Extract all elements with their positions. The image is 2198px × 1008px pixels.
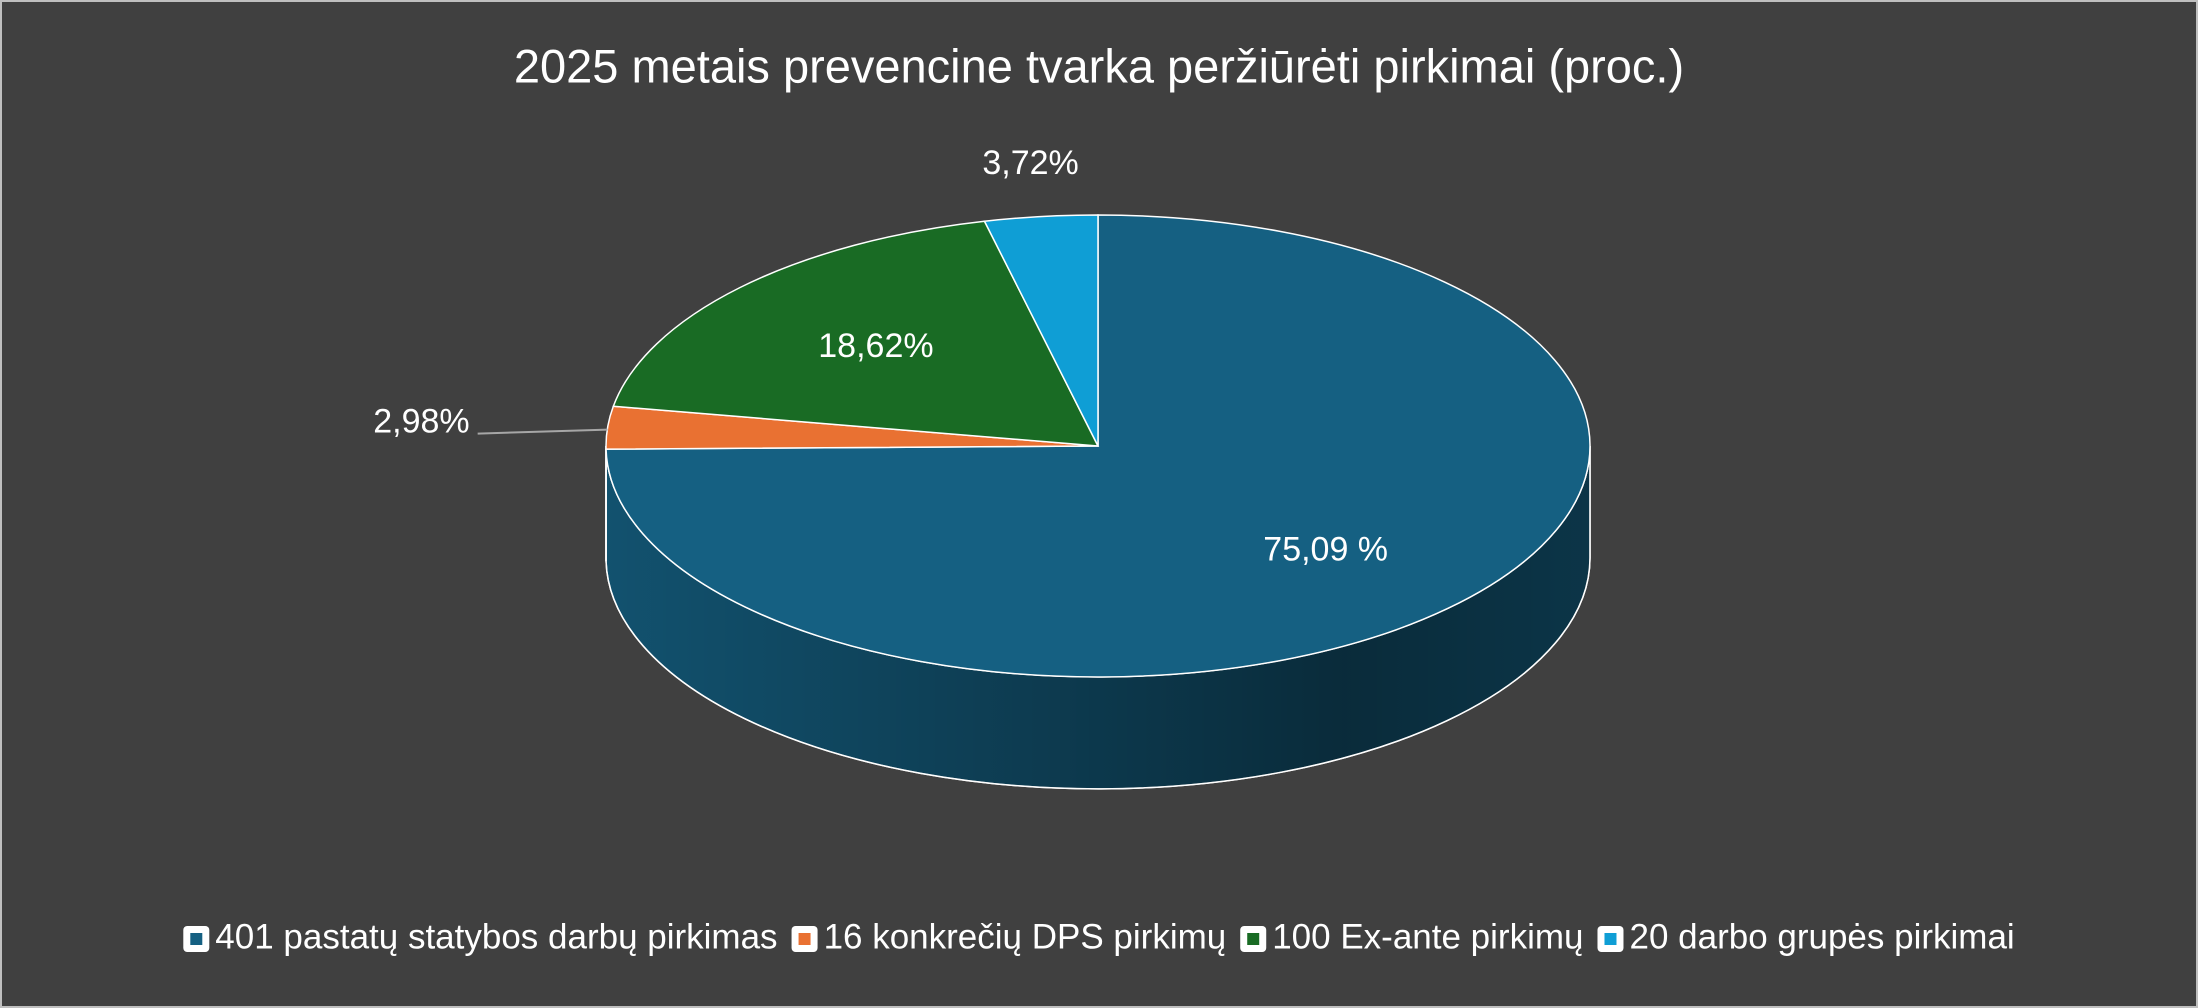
legend: 401 pastatų statybos darbų pirkimas 16 ko… xyxy=(183,917,2015,956)
legend-label: 16 konkrečių DPS pirkimų xyxy=(824,917,1227,956)
slice xyxy=(612,220,1100,447)
legend-swatch xyxy=(190,933,203,945)
legend-item: 20 darbo grupės pirkimai xyxy=(1597,917,2015,956)
data-label: 75,09 % xyxy=(1263,530,1388,568)
data-label: 18,62% xyxy=(818,327,933,365)
leader-line xyxy=(477,428,608,435)
data-label: 2,98% xyxy=(373,403,469,441)
legend-item: 401 pastatų statybos darbų pirkimas xyxy=(183,917,778,956)
legend-swatch xyxy=(798,933,811,945)
data-label: 3,72% xyxy=(982,144,1078,182)
slice xyxy=(983,214,1099,447)
legend-label: 100 Ex-ante pirkimų xyxy=(1272,917,1583,956)
legend-item: 16 konkrečių DPS pirkimų xyxy=(791,917,1227,956)
chart-title: 2025 metais prevencine tvarka peržiūrėti… xyxy=(514,39,1684,92)
legend-item: 100 Ex-ante pirkimų xyxy=(1240,917,1583,956)
legend-swatch xyxy=(1604,933,1617,945)
legend-swatch xyxy=(1247,933,1260,945)
pie: 75,09 % 2,98% 18,62% 3,72% xyxy=(373,144,1591,790)
legend-label: 401 pastatų statybos darbų pirkimas xyxy=(215,917,777,956)
legend-label: 20 darbo grupės pirkimai xyxy=(1629,917,2014,956)
